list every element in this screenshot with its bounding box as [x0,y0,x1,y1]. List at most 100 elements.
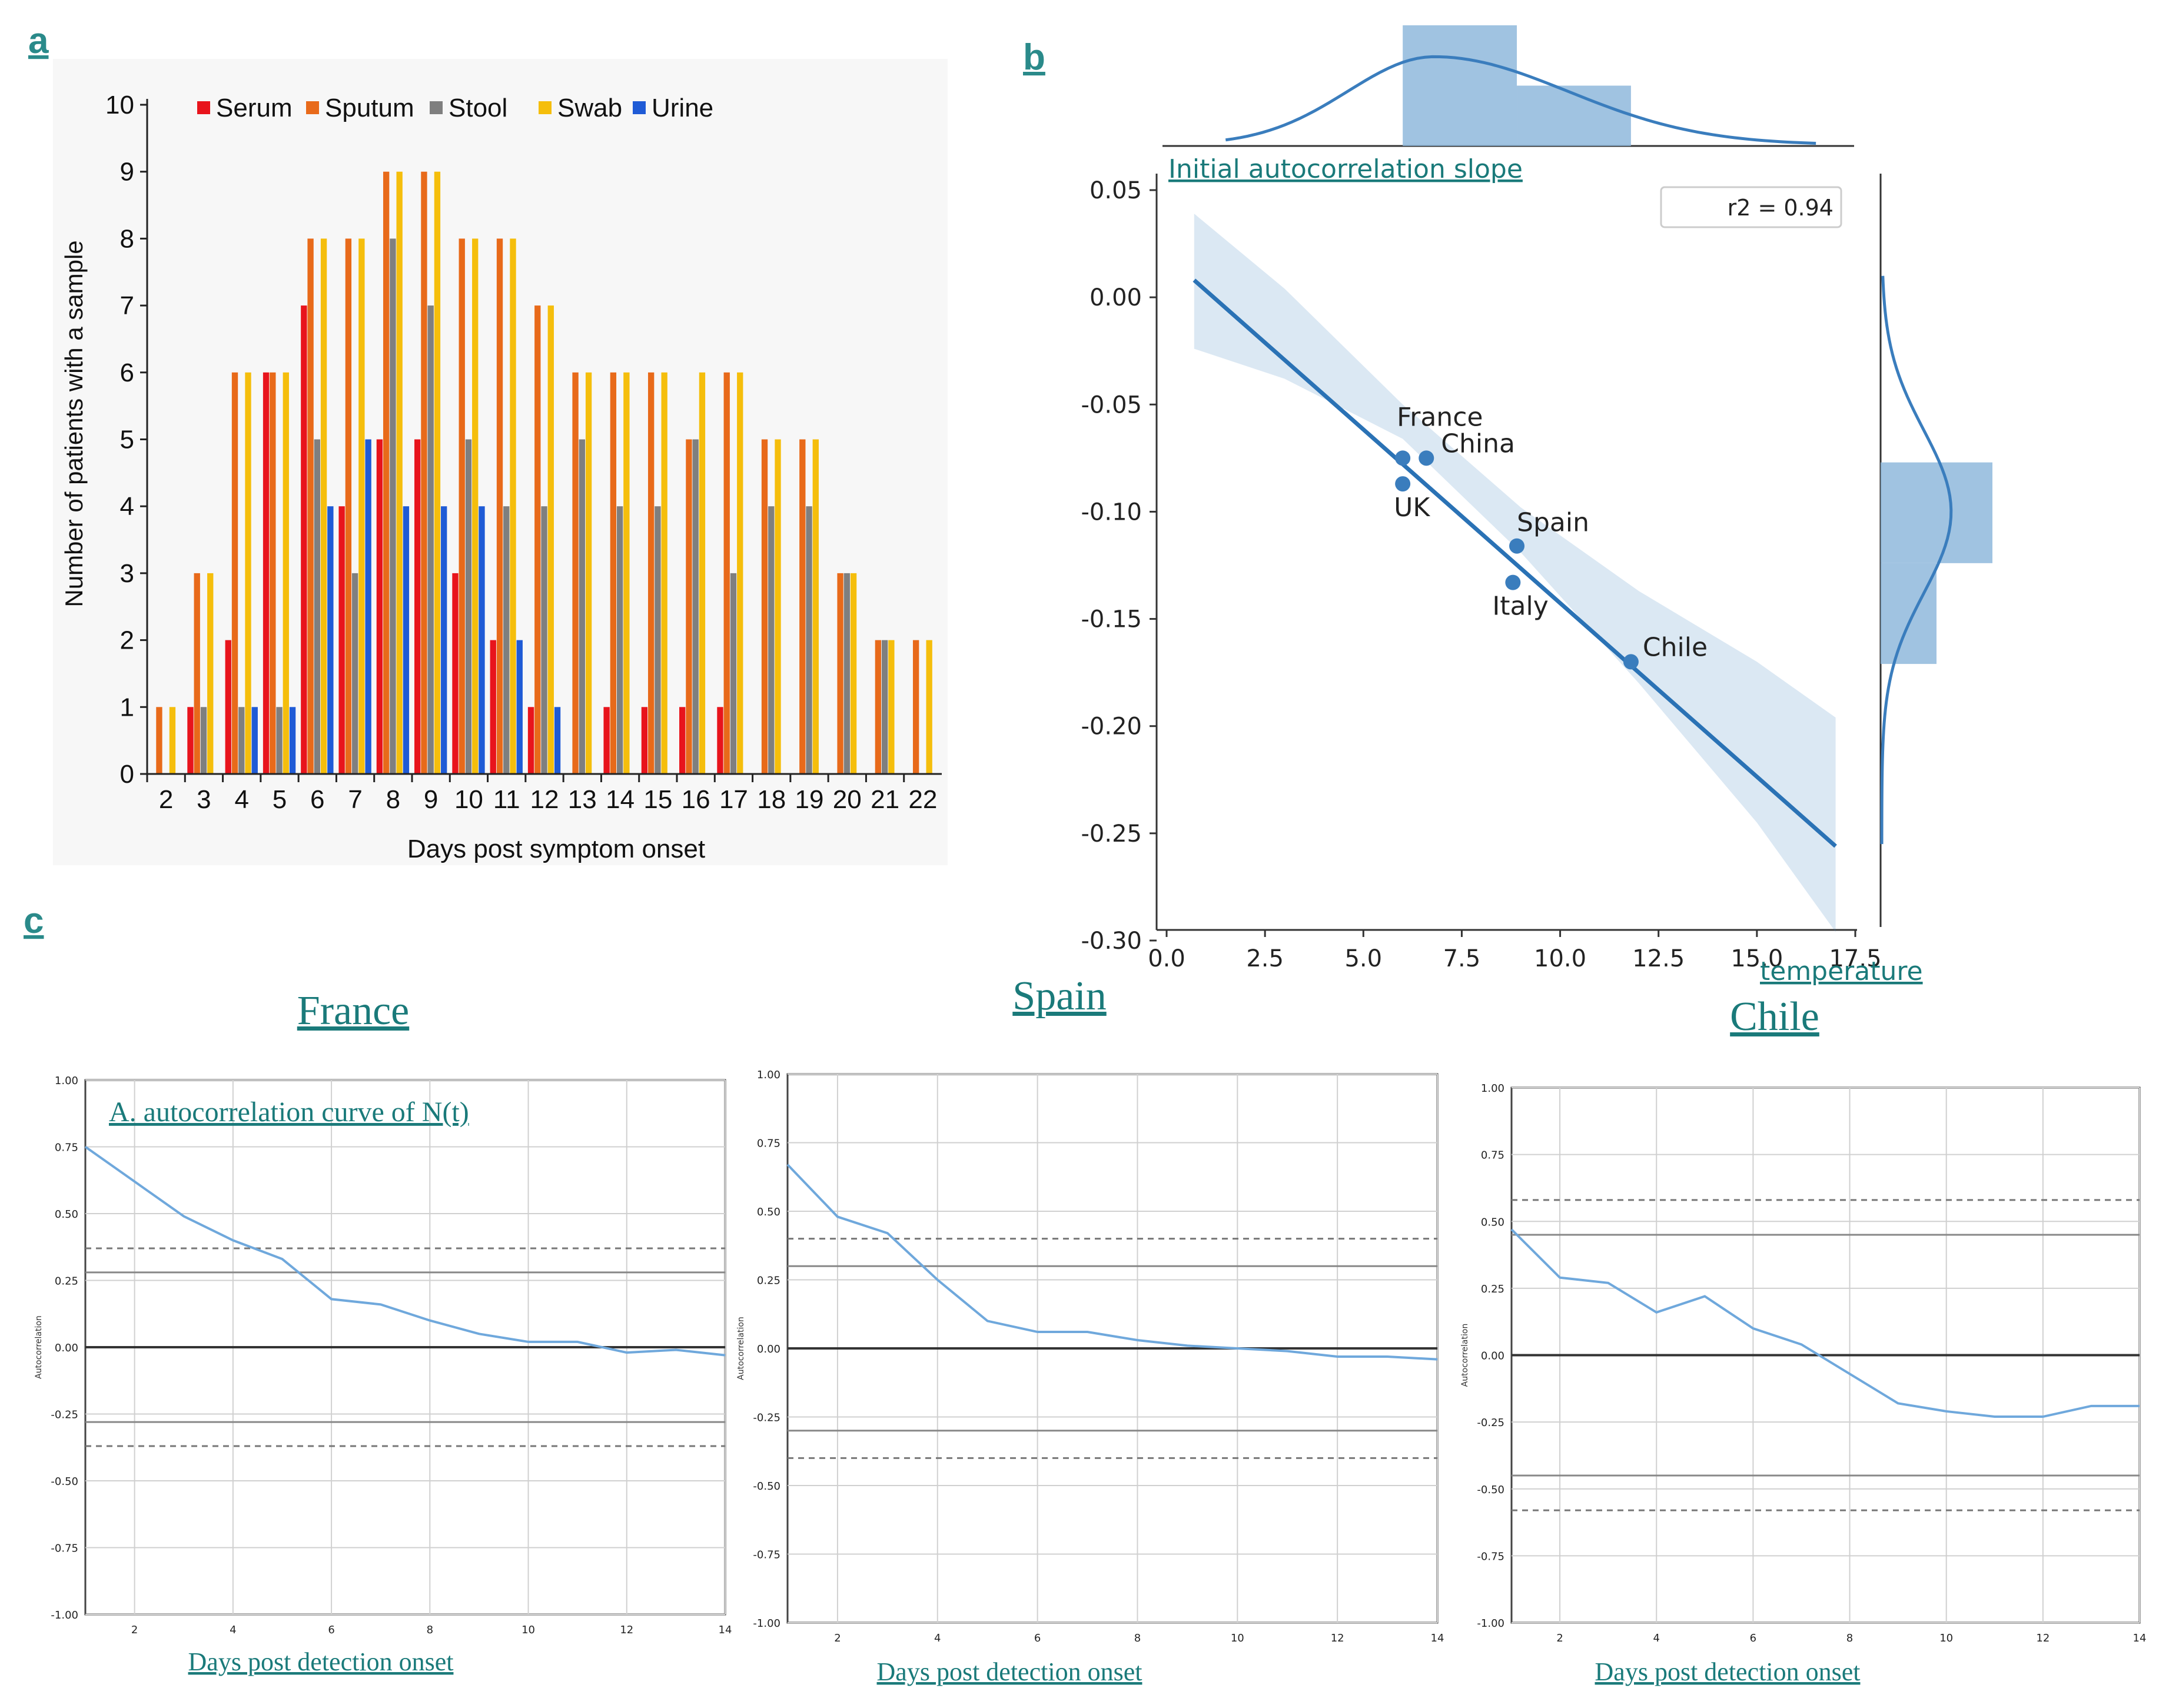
x-tick-label: 8 [1846,1632,1853,1644]
bar-sputum [761,439,768,774]
y-axis-label-a: Number of patients with a sample [60,240,88,607]
bar-stool [465,439,472,774]
x-tick-label-a: 20 [833,785,862,814]
bar-swab [888,640,895,774]
bar-stool [655,506,661,774]
y-tick-label-a: 10 [105,91,134,119]
y-tick-label: -1.00 [753,1617,780,1630]
chart-title-chile: Chile [1730,994,1819,1039]
y-tick-label: -1.00 [1477,1617,1504,1630]
y-tick-label: 1.00 [757,1069,780,1081]
scatter-point-uk [1395,476,1411,492]
confidence-band [1194,214,1836,932]
y-tick-label-a: 8 [120,224,134,253]
bar-swab [283,372,289,774]
y-tick-label: -0.75 [753,1549,780,1561]
bar-stool [314,439,321,774]
point-label-uk: UK [1394,493,1430,523]
bar-stool [276,707,283,774]
y-tick-label-a: 0 [120,760,134,789]
bar-swab [396,171,403,774]
y-tick-label-b: 0.05 [1090,177,1142,204]
y-tick-label: 0.50 [757,1206,780,1218]
legend-swatch-stool [430,101,443,114]
x-tick-label: 4 [934,1632,941,1644]
top-marginal-histogram [1162,25,1854,147]
bar-stool [843,573,851,774]
bar-sputum [912,640,919,774]
y-tick-label-a: 7 [120,291,134,320]
x-tick-label-b: 17.5 [1829,945,1881,972]
x-tick-label-a: 11 [493,785,520,814]
bar-swab [245,372,251,774]
bar-sputum [572,372,579,774]
x-axis-label-b: temperature [1760,956,1923,986]
bar-sputum [496,238,503,774]
bar-swab [737,372,743,774]
right-kde-curve [1880,275,1953,845]
top-kde-curve [1225,55,1816,145]
x-tick-label-a: 3 [197,785,211,814]
bar-sputum [647,372,655,774]
bar-stool [390,238,396,774]
legend-swatch-urine [633,101,646,114]
scatter-point-chile [1623,654,1639,670]
bar-swab [207,573,214,774]
chart-title-france: France [297,988,409,1034]
x-axis-label-a: Days post symptom onset [407,835,705,863]
legend-a: Serum Sputum Stool Swab Urine [197,94,713,122]
scatter-main-axes: 0.05 0.00 -0.05 -0.10 -0.15 -0.20 -0.25 -0.300.… [1081,174,1882,972]
y-tick-label: 0.00 [55,1342,78,1354]
y-tick-label-b: -0.30 [1081,928,1142,955]
x-tick-label-a: 22 [908,785,937,814]
panel-letter-a: a [28,21,49,61]
y-tick-label: 0.75 [55,1142,78,1154]
x-tick-label-a: 12 [530,785,559,814]
bar-swab [358,238,365,774]
bar-sputum [421,171,427,774]
bar-swab [434,171,441,774]
bar-serum [527,707,534,774]
legend-label-swab: Swab [557,94,622,122]
x-tick-label-a: 16 [682,785,710,814]
bar-swab [775,439,781,774]
bar-swab [812,439,819,774]
scatter-point-france [1395,450,1411,466]
x-tick-label: 12 [2036,1632,2050,1644]
point-label-china: China [1441,428,1515,458]
bar-swab [699,372,706,774]
scatter-point-china [1419,450,1434,466]
legend-swatch-serum [197,101,210,114]
x-tick-label-a: 21 [871,785,899,814]
y-tick-label-a: 9 [120,158,134,187]
bar-sputum [837,573,843,774]
bar-sputum [194,573,200,774]
bar-serum [603,707,610,774]
right-histogram-bar [1881,563,1937,664]
bar-serum [376,439,383,774]
y-axis-label: Autocorrelation [736,1317,746,1380]
top-histogram-bar [1403,25,1517,146]
y-tick-label: -0.75 [1477,1550,1504,1563]
bar-urine [554,707,561,774]
x-tick-label-b: 10.0 [1534,945,1586,972]
bar-stool [503,506,510,774]
y-tick-label-b: -0.10 [1081,499,1142,526]
acf-chart-spain: 1.00 0.75 0.50 0.25 0.00 -0.25 -0.50 -0.75 -1.00… [736,1069,1444,1644]
x-tick-label-b: 0.0 [1148,945,1185,972]
x-tick-label-b: 15.0 [1730,945,1783,972]
bar-urine [365,439,371,774]
x-tick-label: 6 [1750,1632,1756,1644]
x-tick-label-a: 5 [273,785,287,814]
x-tick-label: 12 [620,1624,633,1636]
y-tick-label-a: 5 [120,426,134,454]
x-tick-label: 2 [131,1624,138,1636]
bar-sputum [307,238,314,774]
y-tick-label: 0.00 [1481,1350,1504,1363]
y-tick-label: 0.25 [55,1275,78,1288]
y-tick-label-b: -0.20 [1081,713,1142,740]
x-tick-label-a: 2 [159,785,173,814]
bar-stool [616,506,623,774]
point-label-france: France [1397,402,1483,432]
x-axis-label-spain: Days post detection onset [877,1657,1142,1686]
